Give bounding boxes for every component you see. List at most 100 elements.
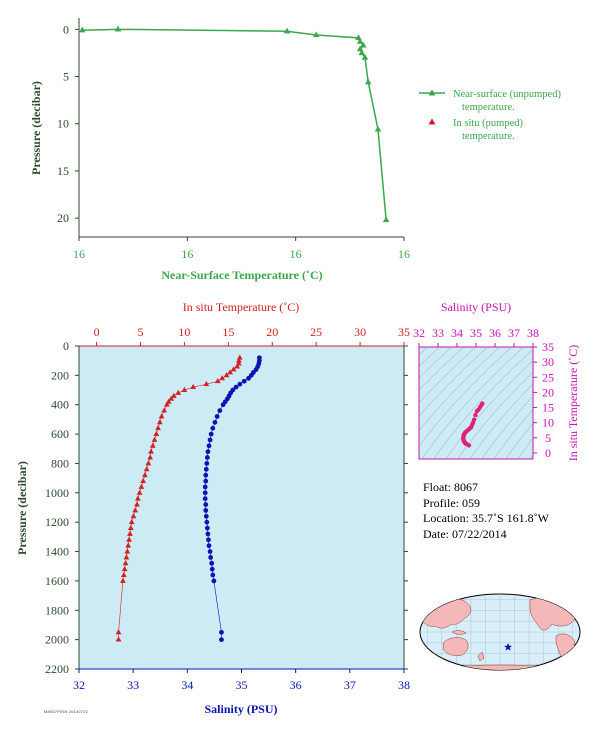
legend: Near-surface (unpumped) temperature. In … [419, 89, 561, 142]
temperature-point [127, 524, 134, 530]
profile-y-tick-label: 400 [51, 398, 69, 412]
temperature-point [170, 392, 177, 398]
salinity-point [214, 414, 220, 419]
density-contour [505, 422, 533, 459]
star-icon [504, 643, 513, 651]
temperature-point [134, 495, 141, 501]
salinity-tick-label: 38 [398, 678, 410, 692]
temperature-point [128, 518, 135, 525]
near-surface-point [365, 78, 372, 85]
near-surface-point [356, 37, 364, 44]
temperature-tick-label: 35 [398, 325, 410, 339]
salinity-point [209, 560, 215, 566]
temperature-point [143, 466, 150, 472]
density-contour [493, 409, 533, 459]
temperature-point [175, 389, 182, 395]
legend-triangle-green [428, 89, 436, 96]
top-x-tick-label: 16 [398, 247, 410, 261]
salinity-point [202, 490, 208, 496]
salinity-point [210, 572, 216, 578]
temperature-tick-label: 30 [354, 325, 366, 339]
salinity-tick-label: 32 [73, 678, 85, 692]
temperature-point [121, 565, 128, 572]
salinity-point [217, 408, 223, 413]
profile-plot-area [79, 346, 404, 669]
salinity-point [211, 578, 217, 584]
temperature-point [235, 357, 242, 363]
salinity-point [202, 484, 208, 490]
ts-plot-area [418, 346, 534, 460]
density-contour [481, 395, 533, 459]
salinity-point [207, 437, 213, 443]
profile-id: Profile: 059 [423, 495, 480, 510]
temperature-point [138, 483, 145, 489]
footer-code: M8067P059 20140722 [44, 709, 89, 714]
ts-point [474, 408, 480, 414]
near-surface-panel: 0 5 10 15 20 16 16 16 16 Near-Surface Temperatu… [29, 18, 410, 282]
top-y-tick-label: 5 [63, 70, 69, 84]
ts-salinity-tick-label: 33 [432, 326, 444, 340]
temperature-point [140, 477, 147, 483]
top-x-tick-label: 16 [73, 247, 85, 261]
density-contour [529, 453, 533, 459]
profile-panel: 0200400600800100012001400160018002000220… [15, 300, 410, 716]
salinity-point [203, 508, 209, 513]
top-y-tick-label: 10 [57, 117, 69, 131]
ts-temperature-tick-label: 25 [542, 370, 554, 384]
ts-right-axis-title: In situ Temperature (˚C) [566, 345, 580, 462]
ts-point [473, 412, 478, 418]
date: Date: 07/22/2014 [423, 526, 507, 541]
temperature-point [122, 560, 129, 566]
temperature-point [156, 419, 163, 425]
legend-triangle-red [428, 118, 436, 125]
temperature-point [190, 383, 197, 390]
temperature-point [161, 407, 168, 413]
ts-temperature-tick-label: 20 [542, 385, 554, 399]
land-australia [442, 637, 469, 656]
land-antarctica [439, 664, 563, 670]
salinity-point [219, 637, 224, 643]
temperature-point [168, 395, 175, 401]
ts-point [466, 443, 472, 448]
temperature-point [151, 436, 158, 442]
salinity-point [204, 461, 210, 466]
temperature-point [127, 530, 133, 536]
temperature-tick-label: 5 [137, 325, 143, 339]
salinity-point [237, 381, 243, 387]
temperature-point [136, 489, 143, 495]
ts-salinity-tick-label: 38 [527, 326, 539, 340]
salinity-point [203, 466, 209, 472]
profile-y-tick-label: 1000 [45, 486, 69, 500]
near-surface-point [361, 54, 369, 60]
top-y-tick-label: 15 [57, 164, 69, 178]
near-surface-point [374, 125, 382, 132]
legend-label-2b: temperature. [462, 131, 515, 142]
density-contour [419, 347, 441, 367]
float-info: Float: 8067 Profile: 059 Location: 35.7˚… [423, 480, 549, 542]
salinity-point [210, 425, 216, 431]
temperature-point [126, 536, 132, 542]
top-x-axis-title: Near-Surface Temperature (˚C) [161, 268, 322, 282]
salinity-point [219, 629, 224, 635]
salinity-point [205, 449, 211, 455]
profile-y-tick-label: 1400 [45, 545, 69, 559]
density-contour [419, 347, 429, 356]
legend-label-1b: temperature. [462, 102, 515, 113]
world-map [419, 593, 581, 671]
salinity-tick-label: 34 [181, 678, 193, 692]
ts-salinity-tick-label: 35 [470, 326, 482, 340]
profile-y-tick-label: 600 [51, 427, 69, 441]
temperature-point [203, 380, 210, 387]
profile-y-tick-label: 800 [51, 456, 69, 470]
temperature-point [125, 542, 132, 548]
profile-y-tick-label: 2200 [45, 662, 69, 676]
ts-salinity-tick-label: 36 [489, 326, 501, 340]
ts-temperature-tick-label: 0 [545, 446, 551, 460]
salinity-point [208, 431, 214, 437]
salinity-point [220, 402, 226, 408]
temperature-point [214, 378, 221, 384]
salinity-point [208, 555, 214, 560]
near-surface-series-line [82, 28, 387, 221]
temperature-tick-label: 15 [222, 325, 234, 339]
